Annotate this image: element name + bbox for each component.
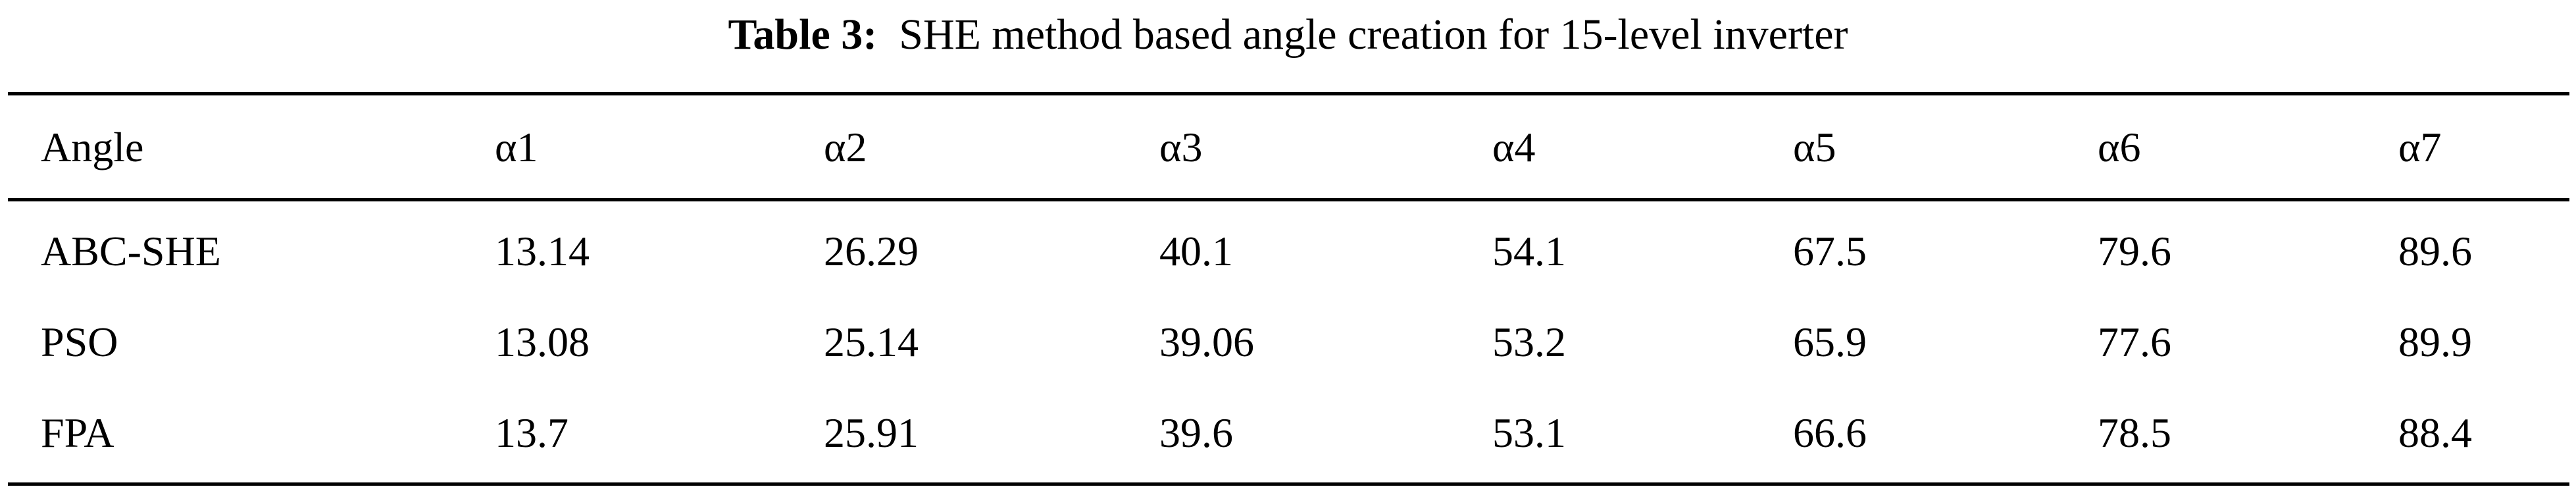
header-cell: Angle [41, 124, 144, 170]
top-rule [8, 92, 2569, 95]
row-label-cell: FPA [41, 409, 114, 456]
value-cell: 13.7 [495, 409, 568, 456]
value-cell: 39.06 [1159, 319, 1254, 365]
header-cell: α1 [495, 124, 538, 170]
header-cell: α4 [1492, 124, 1536, 170]
table-row: FPA 13.7 25.91 39.6 53.1 66.6 78.5 88.4 [0, 407, 2576, 459]
value-cell: 65.9 [1793, 319, 1867, 365]
header-cell: α5 [1793, 124, 1836, 170]
table-caption: Table 3: SHE method based angle creation… [0, 5, 2576, 65]
bottom-rule [8, 482, 2569, 486]
caption-text: SHE method based angle creation for 15-l… [899, 11, 1848, 59]
value-cell: 53.1 [1492, 409, 1566, 456]
value-cell: 89.9 [2398, 319, 2472, 365]
value-cell: 13.08 [495, 319, 590, 365]
row-label-cell: PSO [41, 319, 118, 365]
value-cell: 88.4 [2398, 409, 2472, 456]
value-cell: 25.91 [824, 409, 919, 456]
value-cell: 67.5 [1793, 228, 1867, 274]
header-row: Angle α1 α2 α3 α4 α5 α6 α7 [0, 121, 2576, 174]
value-cell: 40.1 [1159, 228, 1233, 274]
header-cell: α6 [2098, 124, 2141, 170]
table-row: PSO 13.08 25.14 39.06 53.2 65.9 77.6 89.9 [0, 316, 2576, 369]
value-cell: 53.2 [1492, 319, 1566, 365]
caption-label: Table 3: [728, 11, 878, 59]
header-rule [8, 198, 2569, 201]
value-cell: 25.14 [824, 319, 919, 365]
value-cell: 39.6 [1159, 409, 1233, 456]
header-cell: α7 [2398, 124, 2442, 170]
value-cell: 54.1 [1492, 228, 1566, 274]
value-cell: 77.6 [2098, 319, 2171, 365]
value-cell: 89.6 [2398, 228, 2472, 274]
value-cell: 13.14 [495, 228, 590, 274]
table-row: ABC-SHE 13.14 26.29 40.1 54.1 67.5 79.6 89.6 [0, 225, 2576, 278]
value-cell: 66.6 [1793, 409, 1867, 456]
value-cell: 78.5 [2098, 409, 2171, 456]
value-cell: 79.6 [2098, 228, 2171, 274]
row-label-cell: ABC-SHE [41, 228, 221, 274]
header-cell: α3 [1159, 124, 1203, 170]
header-cell: α2 [824, 124, 867, 170]
value-cell: 26.29 [824, 228, 919, 274]
